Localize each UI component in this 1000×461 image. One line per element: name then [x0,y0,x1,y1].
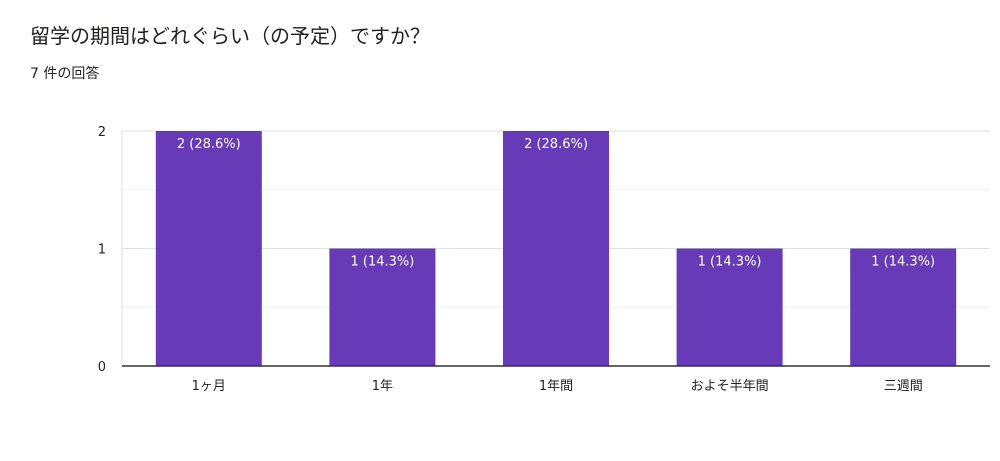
y-tick-label: 2 [98,125,106,140]
x-tick-label: 1年 [372,379,393,394]
y-tick-label: 1 [98,243,106,258]
bar-data-label: 1 (14.3%) [350,255,414,270]
x-tick-label: 1年間 [539,379,573,394]
x-tick-label: 三週間 [884,379,923,394]
bar [676,248,783,366]
bar [850,248,957,366]
bar-data-label: 2 (28.6%) [177,137,241,152]
bar-data-label: 2 (28.6%) [524,137,588,152]
bar [503,131,609,366]
bar [329,248,436,366]
bar-data-label: 1 (14.3%) [698,255,762,270]
x-tick-label: 1ヶ月 [192,379,226,394]
question-title: 留学の期間はどれぐらい（の予定）ですか？ [30,24,430,48]
bar-data-label: 1 (14.3%) [871,255,935,270]
y-tick-label: 0 [98,360,106,375]
response-count: 7 件の回答 [30,66,100,82]
bar [155,131,262,366]
x-tick-label: およそ半年間 [691,379,769,394]
